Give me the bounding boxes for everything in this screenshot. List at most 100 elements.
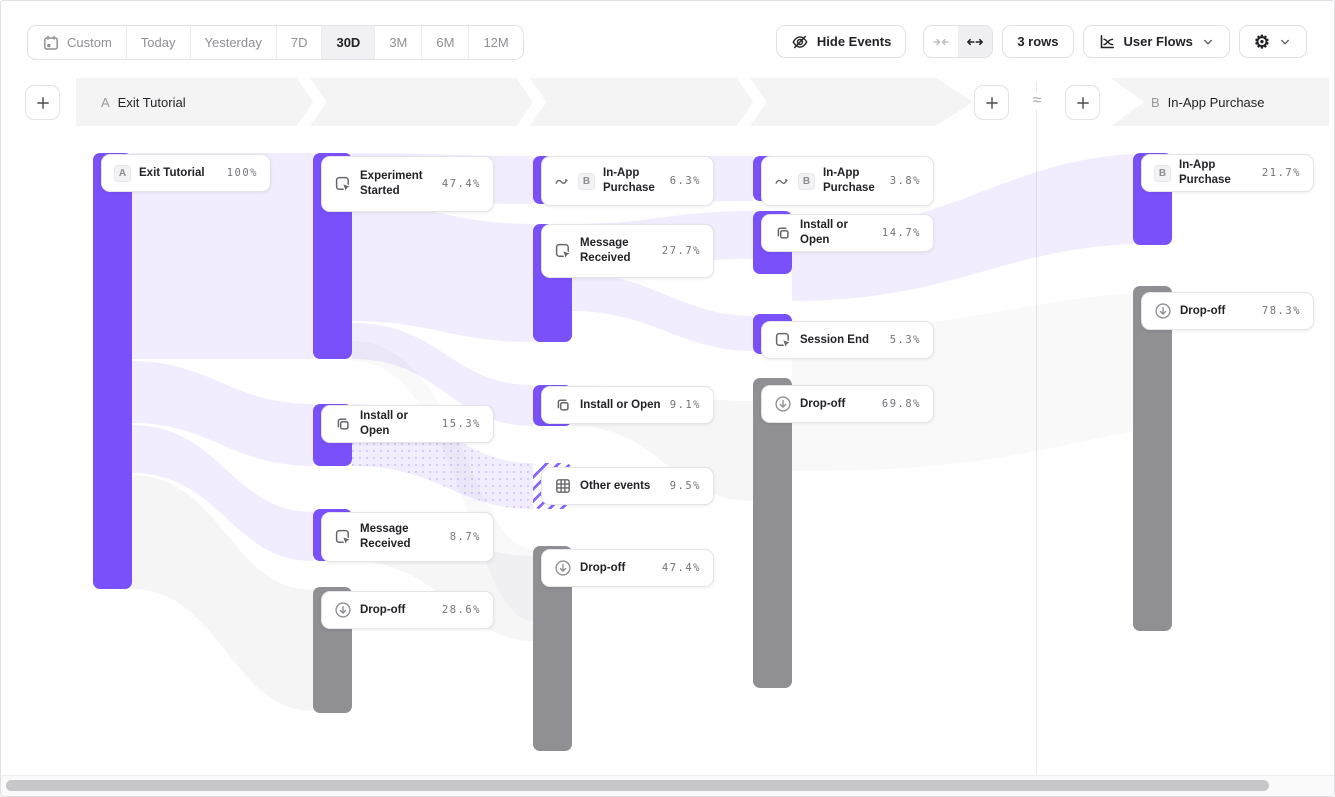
flow-node-card[interactable]: Message Received 27.7% (541, 224, 714, 278)
plus-icon (984, 95, 1000, 111)
node-label: In-App Purchase (603, 167, 655, 194)
range-7d[interactable]: 7D (277, 26, 323, 59)
node-bar-drop-off[interactable] (753, 378, 792, 688)
node-label: Drop-off (360, 603, 406, 616)
event-icon (334, 528, 352, 546)
range-custom[interactable]: Custom (28, 26, 127, 59)
approx-symbol: ≈ (1026, 92, 1048, 110)
node-value: 15.3% (441, 418, 481, 430)
collapse-columns-button[interactable] (924, 26, 958, 57)
node-label: Install or Open (800, 219, 848, 246)
add-step-a-button[interactable] (974, 85, 1009, 120)
range-label: 3M (389, 35, 408, 50)
flow-a-title-text: Exit Tutorial (117, 94, 186, 110)
spacing-toggle (923, 25, 994, 58)
date-range-control: Custom Today Yesterday 7D 30D 3M 6M 12M (27, 25, 524, 60)
dropoff-icon (1154, 302, 1172, 320)
flow-node-card[interactable]: B In-App Purchase 3.8% (761, 156, 934, 206)
node-label: In-App Purchase (1179, 159, 1231, 186)
node-label: Install or Open (360, 410, 408, 437)
chevron-down-icon (1278, 35, 1292, 49)
flow-node-card[interactable]: Drop-off 69.8% (761, 385, 934, 423)
flow-node-card[interactable]: Message Received 8.7% (321, 512, 494, 562)
range-label: 12M (483, 35, 509, 50)
node-label: Install or Open (580, 398, 661, 411)
node-value: 5.3% (889, 334, 921, 346)
range-3m[interactable]: 3M (375, 26, 423, 59)
node-value: 14.7% (881, 227, 921, 239)
node-label: Message Received (360, 523, 411, 550)
view-selector[interactable]: User Flows (1082, 25, 1230, 58)
flow-node-card[interactable]: Install or Open 15.3% (321, 405, 494, 443)
flow-node-card[interactable]: Drop-off 78.3% (1141, 292, 1314, 330)
node-label: Message Received (580, 237, 631, 264)
node-bar-exit-tutorial[interactable] (93, 153, 132, 589)
toolbar-right: Hide Events 3 rows User Flows ⚙ (775, 25, 1307, 58)
node-label: In-App Purchase (823, 167, 875, 194)
flow-b-icon (774, 173, 790, 189)
node-label: Other events (580, 479, 651, 492)
rows-button[interactable]: 3 rows (1002, 25, 1074, 58)
node-value: 3.8% (889, 175, 921, 187)
flow-b-badge: B (1154, 164, 1171, 182)
flow-node-card[interactable]: B In-App Purchase 21.7% (1141, 154, 1314, 192)
flow-node-card[interactable]: Session End 5.3% (761, 321, 934, 359)
node-value: 27.7% (661, 245, 701, 257)
flow-a-title: A Exit Tutorial (101, 78, 186, 126)
flow-b-letter: B (1151, 94, 1160, 110)
node-value: 9.5% (669, 480, 701, 492)
grid-icon (554, 477, 572, 495)
install-icon (554, 396, 572, 414)
chevron-down-icon (1201, 35, 1215, 49)
settings-dropdown[interactable]: ⚙ (1238, 25, 1307, 58)
node-value: 100% (226, 167, 258, 179)
flow-node-card[interactable]: Drop-off 28.6% (321, 591, 494, 629)
node-value: 6.3% (669, 175, 701, 187)
arrows-outward-icon (966, 33, 984, 51)
install-icon (774, 224, 792, 242)
node-label: Drop-off (800, 397, 846, 410)
range-yesterday[interactable]: Yesterday (191, 26, 277, 59)
node-value: 78.3% (1261, 305, 1301, 317)
flow-b-band: B In-App Purchase (1111, 78, 1329, 126)
dropoff-icon (554, 559, 572, 577)
add-step-b-button[interactable] (1065, 85, 1100, 120)
range-12m[interactable]: 12M (469, 26, 522, 59)
node-value: 47.4% (661, 562, 701, 574)
range-label: Yesterday (204, 35, 262, 50)
calendar-icon (42, 34, 60, 52)
view-label: User Flows (1123, 34, 1193, 49)
range-6m[interactable]: 6M (422, 26, 470, 59)
flow-node-card[interactable]: Install or Open 14.7% (761, 214, 934, 252)
flow-node-card[interactable]: Drop-off 47.4% (541, 549, 714, 587)
range-label: Today (140, 35, 176, 50)
range-label: 30D (336, 35, 361, 50)
flow-node-card[interactable]: Other events 9.5% (541, 467, 714, 505)
flow-b-title-text: In-App Purchase (1167, 94, 1265, 110)
range-label: Custom (67, 35, 112, 50)
flow-node-card[interactable]: A Exit Tutorial 100% (101, 154, 271, 192)
add-step-left-button[interactable] (25, 85, 60, 120)
flow-node-card[interactable]: Install or Open 9.1% (541, 386, 714, 424)
range-today[interactable]: Today (127, 26, 191, 59)
node-label: Drop-off (1180, 304, 1226, 317)
horizontal-scrollbar-thumb[interactable] (6, 780, 1269, 791)
range-30d-selected[interactable]: 30D (322, 26, 376, 59)
eye-off-icon (791, 33, 809, 51)
horizontal-scrollbar-track[interactable] (1, 775, 1334, 796)
node-bar-drop-off-b[interactable] (1133, 286, 1172, 631)
flow-node-card[interactable]: B In-App Purchase 6.3% (541, 156, 714, 206)
hide-events-button[interactable]: Hide Events (775, 25, 907, 58)
expand-columns-button[interactable] (958, 26, 993, 57)
flow-b-title: B In-App Purchase (1151, 78, 1265, 126)
flow-node-card[interactable]: Experiment Started 47.4% (321, 156, 494, 212)
node-label: Drop-off (580, 561, 626, 574)
node-label: Exit Tutorial (139, 166, 205, 179)
node-value: 9.1% (669, 399, 701, 411)
node-value: 69.8% (881, 398, 921, 410)
event-icon (774, 331, 792, 349)
rows-label: 3 rows (1017, 34, 1059, 49)
event-icon (334, 175, 352, 193)
gear-icon: ⚙ (1253, 31, 1270, 52)
